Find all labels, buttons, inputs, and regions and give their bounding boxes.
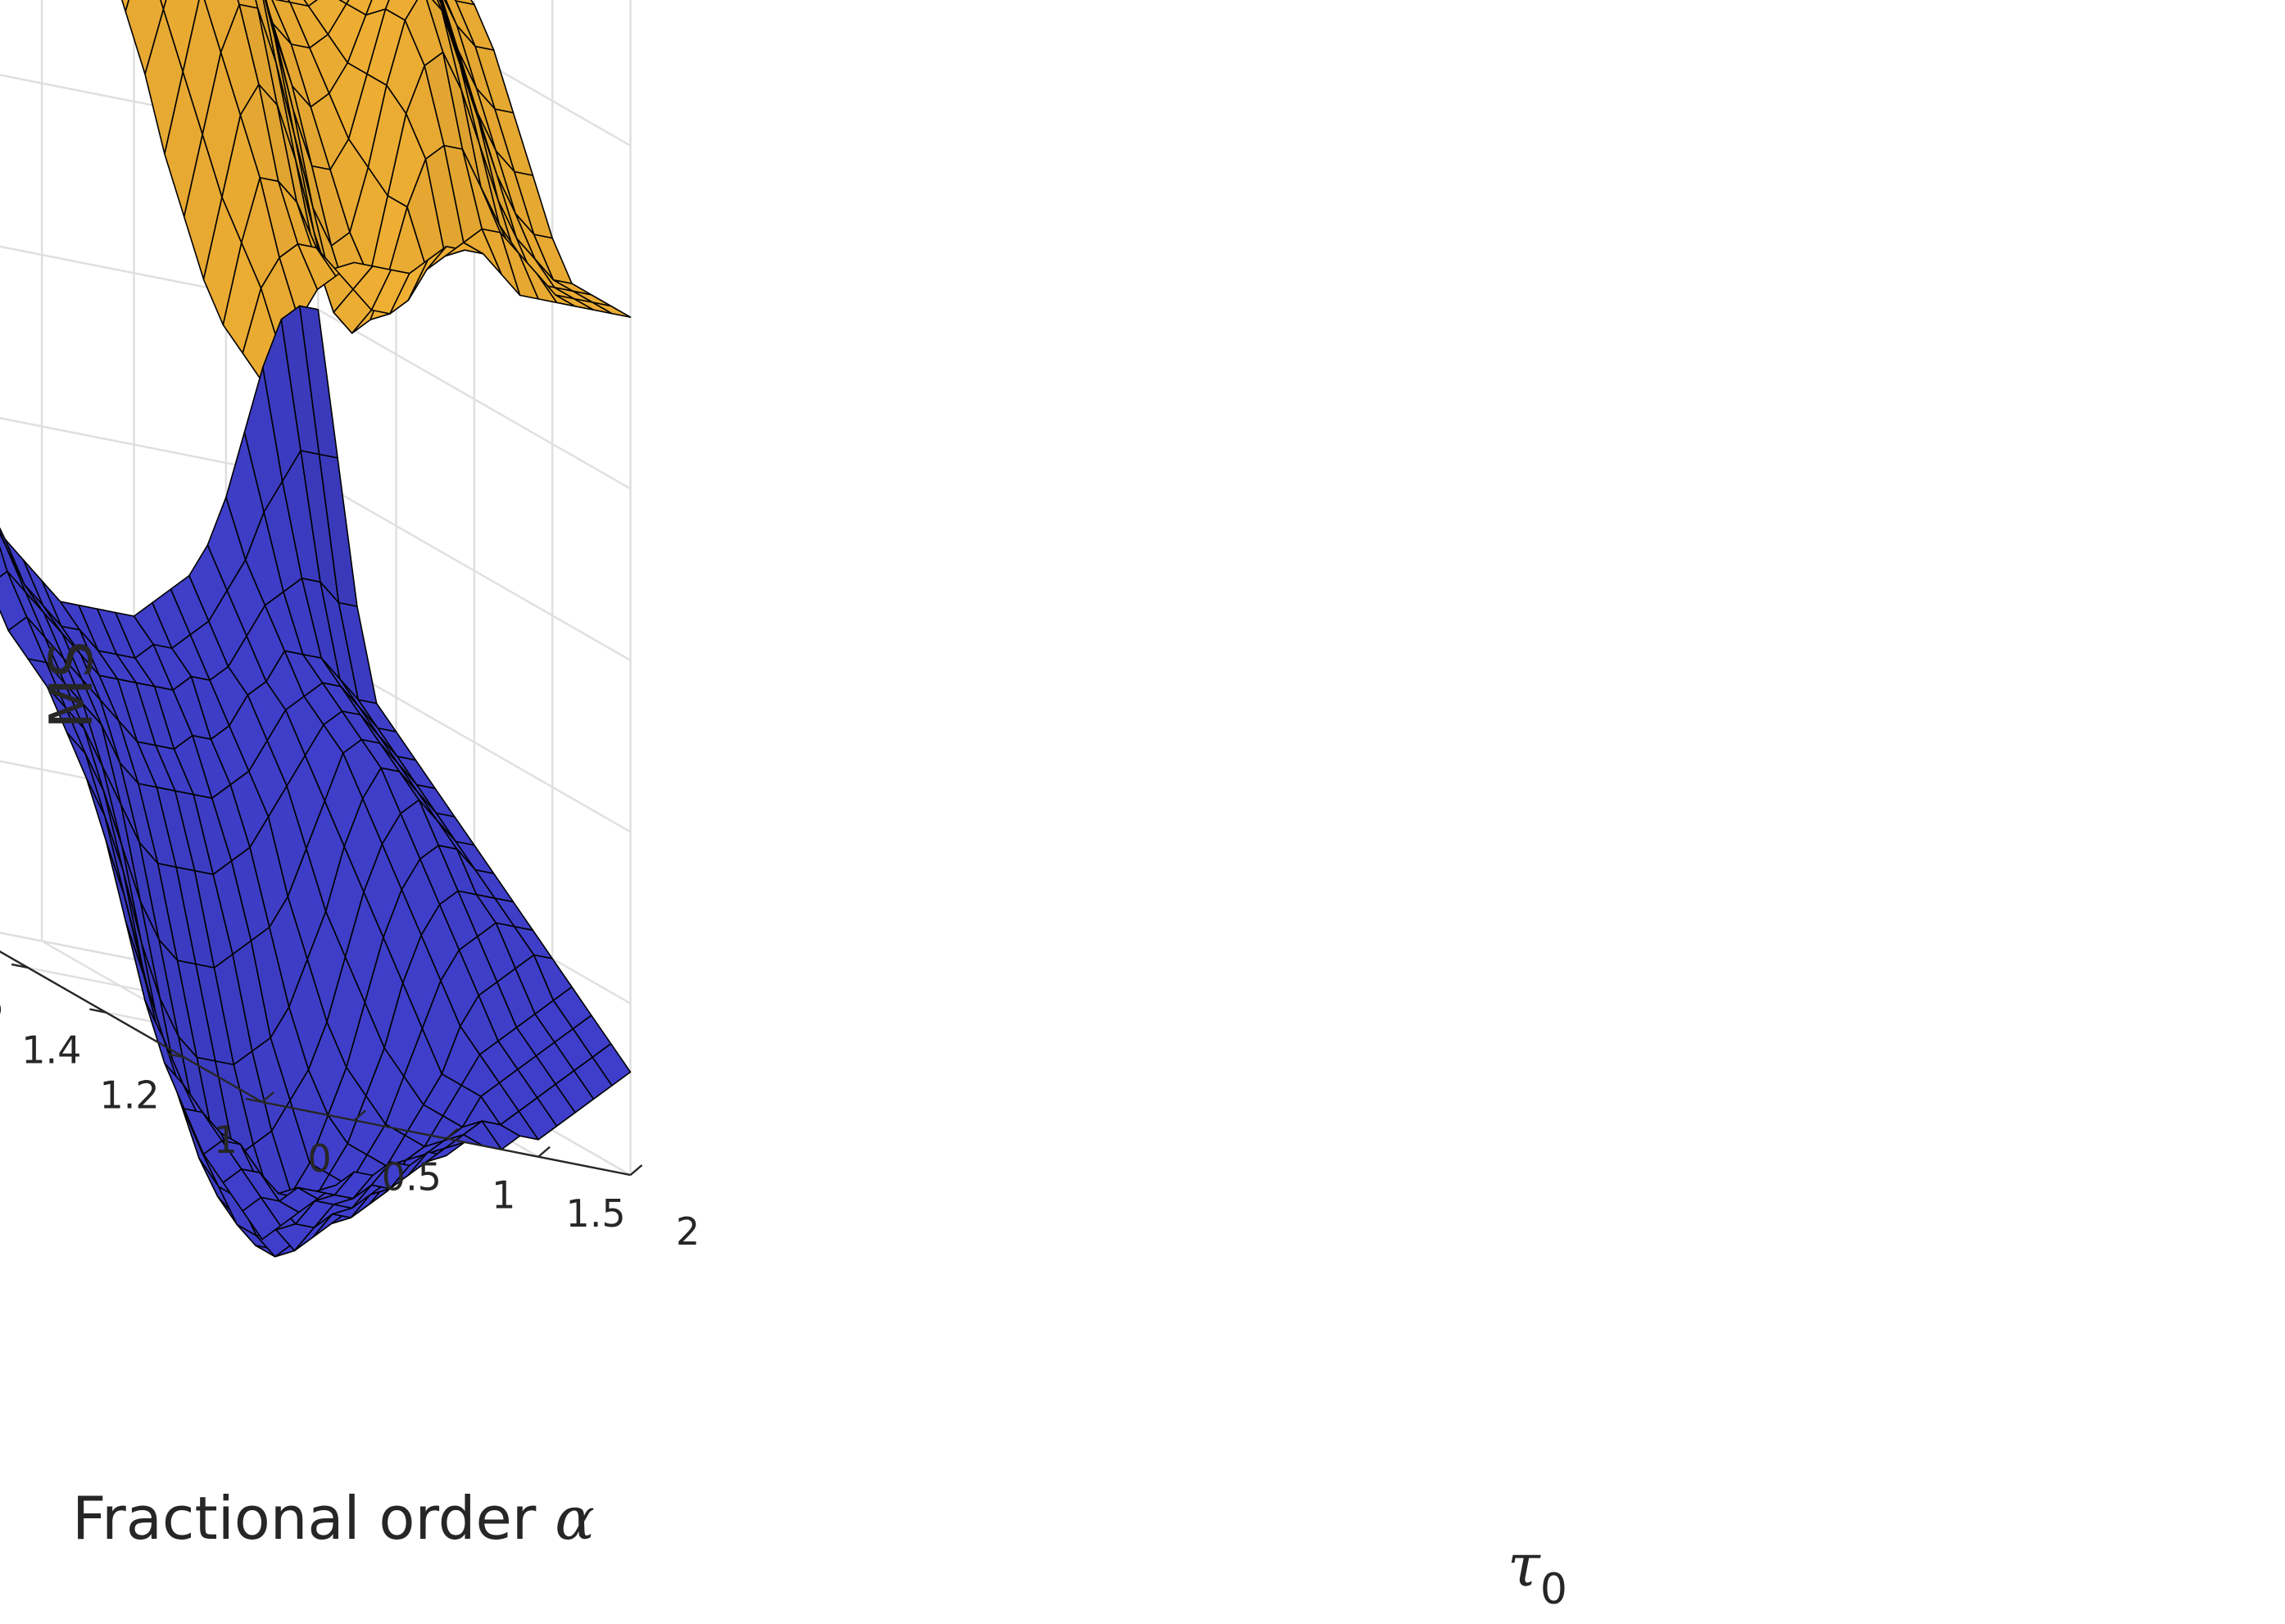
y-tick-mark [11,963,29,969]
z-axis-label: MS [37,641,106,729]
y-tick-label: 1.2 [100,1073,160,1117]
surface-1-patch [365,0,390,16]
y-tick-label: 1.4 [21,1028,81,1073]
surface-1-patch [346,0,373,16]
y-axis-label-symbol: α [555,1484,595,1553]
x-axis-label-symbol: τ [1507,1531,1541,1599]
y-axis-label-text: Fractional order [72,1484,555,1553]
x-tick-label: 0 [307,1136,331,1181]
y-tick-mark [89,1008,107,1014]
surfaces [0,0,632,1258]
surface-2-patch [592,1043,632,1086]
x-tick-label: 1 [492,1173,515,1218]
x-tick-label: 2 [676,1209,700,1254]
x-tick-mark [445,1127,459,1140]
x-axis-label-subscript: 0 [1540,1565,1567,1614]
x-tick-mark [261,1091,274,1103]
y-tick-label: 1.6 [0,983,3,1027]
surface-1-patch [160,0,167,10]
x-tick-label: 1.5 [566,1191,626,1236]
x-tick-mark [629,1164,643,1176]
surface-1-patch [121,0,130,12]
z-axis-label-symbol: MS [37,641,106,729]
gridline-sidewall-z [317,480,632,661]
axis-lines [0,950,643,1177]
x-tick-label: 0.5 [382,1154,442,1199]
y-tick-mark [167,1053,184,1059]
x-tick-mark [537,1145,551,1158]
y-tick-mark [245,1097,263,1104]
y-axis-label: Fractional order α [72,1484,595,1553]
x-tick-mark [353,1109,367,1122]
surface-1-patch [384,0,419,21]
surface-2 [0,305,632,1258]
axis-labels: Fractional order α τ0 MS [37,641,1567,1614]
x-axis-label: τ0 [1507,1531,1567,1614]
gridline-sidewall-z [317,308,632,490]
y-tick-label: 1 [214,1118,238,1162]
tick-labels: 00.511.5211.21.41.61.81.31.41.51.61.71.8… [0,983,700,1254]
surface-1-patch [592,302,632,318]
